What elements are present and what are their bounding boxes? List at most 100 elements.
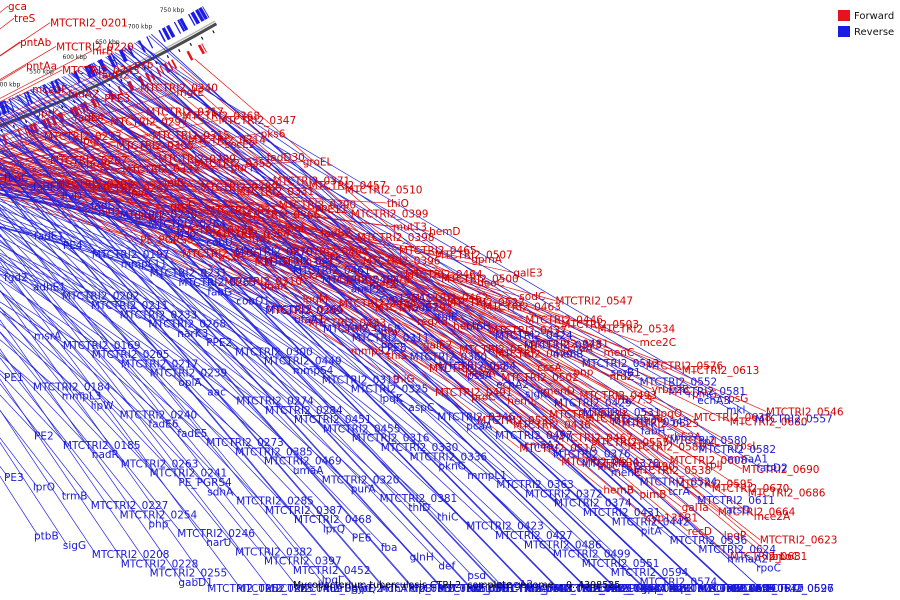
leader-line <box>0 206 299 520</box>
forward-gene-label: menD <box>543 386 574 398</box>
leader-line <box>0 290 153 424</box>
reverse-gene-label: MTCTRI2_0265 <box>178 277 256 289</box>
forward-gene-label: MTCTRI2_0207 <box>50 155 128 167</box>
reverse-gene-label: MTCTRI2_0252 <box>207 583 285 595</box>
forward-gene-label: MTCTRI2_0500 <box>441 273 519 285</box>
reverse-gene-label: MTCTRI2_0590 <box>668 583 746 595</box>
forward-feature <box>171 59 178 69</box>
reverse-gene-label: MTCTRI2_0284 <box>265 405 343 417</box>
forward-gene-label: pks6 <box>261 129 286 141</box>
forward-gene-label: nrdZ <box>610 371 635 383</box>
ring-tick <box>12 124 16 128</box>
forward-gene-label: pnp <box>573 366 593 378</box>
leader-line <box>54 79 587 464</box>
reverse-gene-label: MTCTRI2_0451 <box>294 414 372 426</box>
leader-line <box>0 241 212 392</box>
reverse-gene-label: glnH <box>410 551 434 563</box>
forward-gene-label: MTCTRI2_0203 <box>56 178 134 190</box>
forward-gene-label: galE3 <box>513 268 542 280</box>
forward-gene-label: dnaJ1 <box>134 211 164 223</box>
forward-gene-label: MTCTRI2_0478 <box>333 275 411 287</box>
leader-line <box>111 53 674 589</box>
reverse-gene-label: narK3 <box>177 328 208 340</box>
reverse-gene-label: mmaA3 <box>727 583 768 595</box>
reverse-gene-label: MTCTRI2_0381 <box>380 493 458 505</box>
forward-gene-label: dnaK <box>261 280 289 292</box>
forward-gene-label: regX3 <box>417 316 448 328</box>
leader-line <box>0 373 68 446</box>
forward-gene-label: pcp <box>134 59 153 71</box>
reverse-gene-label: MTCTRI2_0499 <box>553 549 631 561</box>
reverse-gene-label: MTCTRI2_0512 <box>582 358 660 370</box>
forward-gene-label: MTCTRI2_0613 <box>682 365 760 377</box>
leader-line <box>0 22 51 57</box>
leader-line <box>16 95 501 485</box>
reverse-feature <box>111 53 118 66</box>
forward-gene-label: iniA <box>128 187 148 199</box>
ring-tick <box>96 89 99 93</box>
leader-line <box>124 47 702 589</box>
reverse-gene-label: mmpL3 <box>62 391 102 403</box>
leader-line <box>0 189 66 197</box>
reverse-gene-label: MTCTRI2_0376 <box>553 449 631 461</box>
reverse-gene-label: MTCTRI2_0316 <box>352 433 430 445</box>
leader-line <box>107 55 703 450</box>
forward-feature <box>90 97 98 109</box>
reverse-gene-label: lprO <box>33 481 55 493</box>
forward-gene-label: MTCTRI2_0371 <box>273 176 351 188</box>
reverse-gene-label: MTCTRI2_0677 <box>726 583 804 595</box>
leader-line <box>0 212 270 411</box>
leader-line <box>0 244 153 324</box>
forward-gene-label: MTCTRI2_0343 <box>255 257 333 269</box>
forward-gene-label: rpsL <box>736 440 758 452</box>
leader-line <box>0 45 57 80</box>
reverse-gene-label: MTCTRI2_0447 <box>612 583 690 595</box>
scale-label: 600 kbp <box>63 54 88 61</box>
forward-gene-label: MTCTRI2_0436 <box>513 419 591 431</box>
reverse-feature <box>198 7 208 20</box>
reverse-gene-label: glpQ2 <box>352 583 383 595</box>
reverse-gene-label: PPE10 <box>466 583 499 595</box>
reverse-gene-label: MTCTRI2_0624 <box>698 544 776 556</box>
leader-line <box>98 59 673 492</box>
reverse-gene-label: ndhA <box>381 583 409 595</box>
forward-gene-label: MTCTRI2_0516 <box>519 443 597 455</box>
leader-line <box>2 100 442 589</box>
reverse-gene-label: MTCTRI2_0373 <box>524 339 602 351</box>
forward-gene-label: sodC <box>519 291 545 303</box>
leader-line <box>0 144 117 167</box>
reverse-gene-label: MTCTRI2_0185 <box>63 440 141 452</box>
reverse-gene-label: MTCTRI2_0233 <box>120 309 198 321</box>
reverse-gene-label: psd <box>467 570 486 582</box>
forward-gene-label: MTCTRI2_0528 <box>459 344 537 356</box>
forward-gene-label: MTCTRI2_0390 <box>279 199 357 211</box>
reverse-gene-label: MTCTRI2_0449 <box>264 356 342 368</box>
forward-gene-label: MTCTRI2_0503 <box>561 319 639 331</box>
leader-line <box>0 306 182 534</box>
scale-label: 650 kbp <box>95 39 120 46</box>
leader-line <box>0 383 95 506</box>
reverse-gene-label: msrA <box>34 331 62 343</box>
forward-gene-label: MTCTRI2_0510 <box>345 185 423 197</box>
forward-gene-label: MTCTRI2_0315 <box>152 130 230 142</box>
forward-gene-label: hemD <box>429 226 460 238</box>
forward-gene-label: MTCTRI2_0404 <box>291 247 369 259</box>
leader-line <box>0 409 67 496</box>
legend-reverse-swatch <box>838 26 850 37</box>
leader-line <box>0 63 135 122</box>
leader-line <box>24 92 529 445</box>
leader-line <box>0 208 299 589</box>
forward-gene-label: hemL <box>507 396 536 408</box>
forward-gene-label: proC <box>471 391 496 403</box>
forward-gene-label: ccsA <box>537 362 562 374</box>
leader-line <box>30 89 500 589</box>
leader-line <box>0 279 125 364</box>
leader-line <box>0 348 154 573</box>
forward-gene-label: MTCTRI2_0314 <box>188 134 266 146</box>
forward-gene-label: rplL <box>700 436 720 448</box>
reverse-gene-label: MTCTRI2_0211 <box>91 300 169 312</box>
reverse-gene-label: MTCTRI2_0551 <box>582 558 660 570</box>
leader-line <box>0 185 240 252</box>
leader-line <box>57 78 558 589</box>
reverse-gene-label: MTCTRI2_0372 <box>525 488 603 500</box>
